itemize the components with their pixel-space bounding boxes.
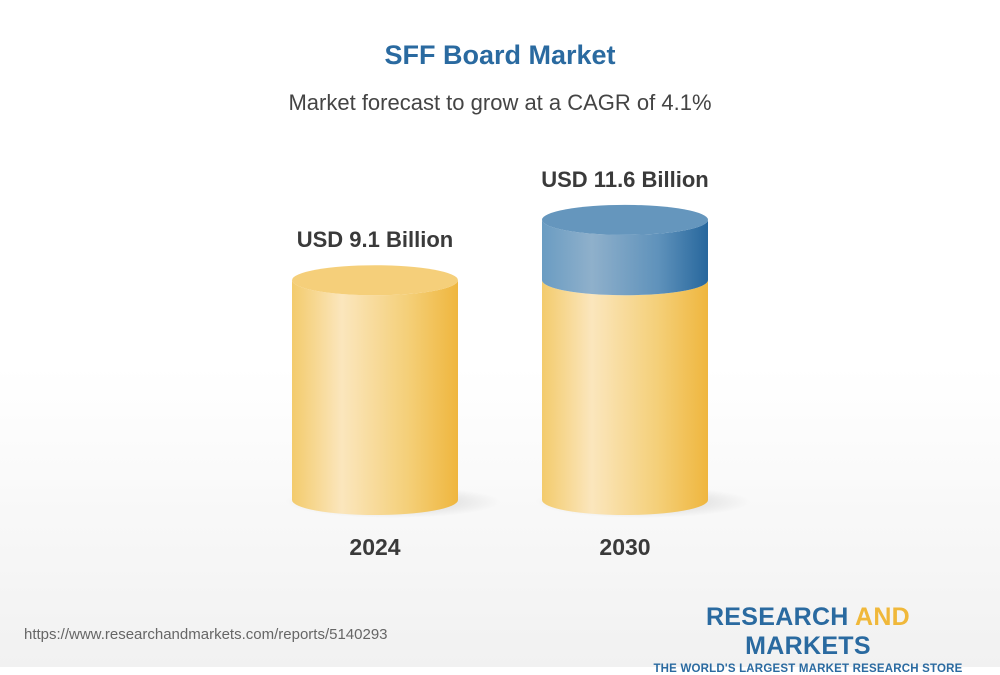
x-tick-label: 2030 bbox=[599, 534, 650, 560]
source-url[interactable]: https://www.researchandmarkets.com/repor… bbox=[24, 626, 388, 643]
x-tick-label: 2024 bbox=[349, 534, 400, 560]
data-label: USD 9.1 Billion bbox=[297, 227, 453, 252]
data-label: USD 11.6 Billion bbox=[541, 167, 709, 192]
bar-base-segment bbox=[542, 280, 708, 515]
bar-top-cap bbox=[542, 204, 708, 235]
bar-growth-segment bbox=[542, 219, 708, 296]
bar-base-segment bbox=[292, 280, 458, 515]
bar-top-cap bbox=[292, 265, 458, 296]
chart-subtitle: Market forecast to grow at a CAGR of 4.1… bbox=[288, 90, 712, 115]
bar-2030: USD 11.6 Billion 2030 bbox=[535, 167, 751, 560]
chart-title: SFF Board Market bbox=[384, 40, 616, 70]
research-and-markets-logo: RESEARCH AND MARKETS THE WORLD'S LARGEST… bbox=[653, 603, 963, 675]
bar-2024: USD 9.1 Billion 2024 bbox=[285, 227, 501, 560]
